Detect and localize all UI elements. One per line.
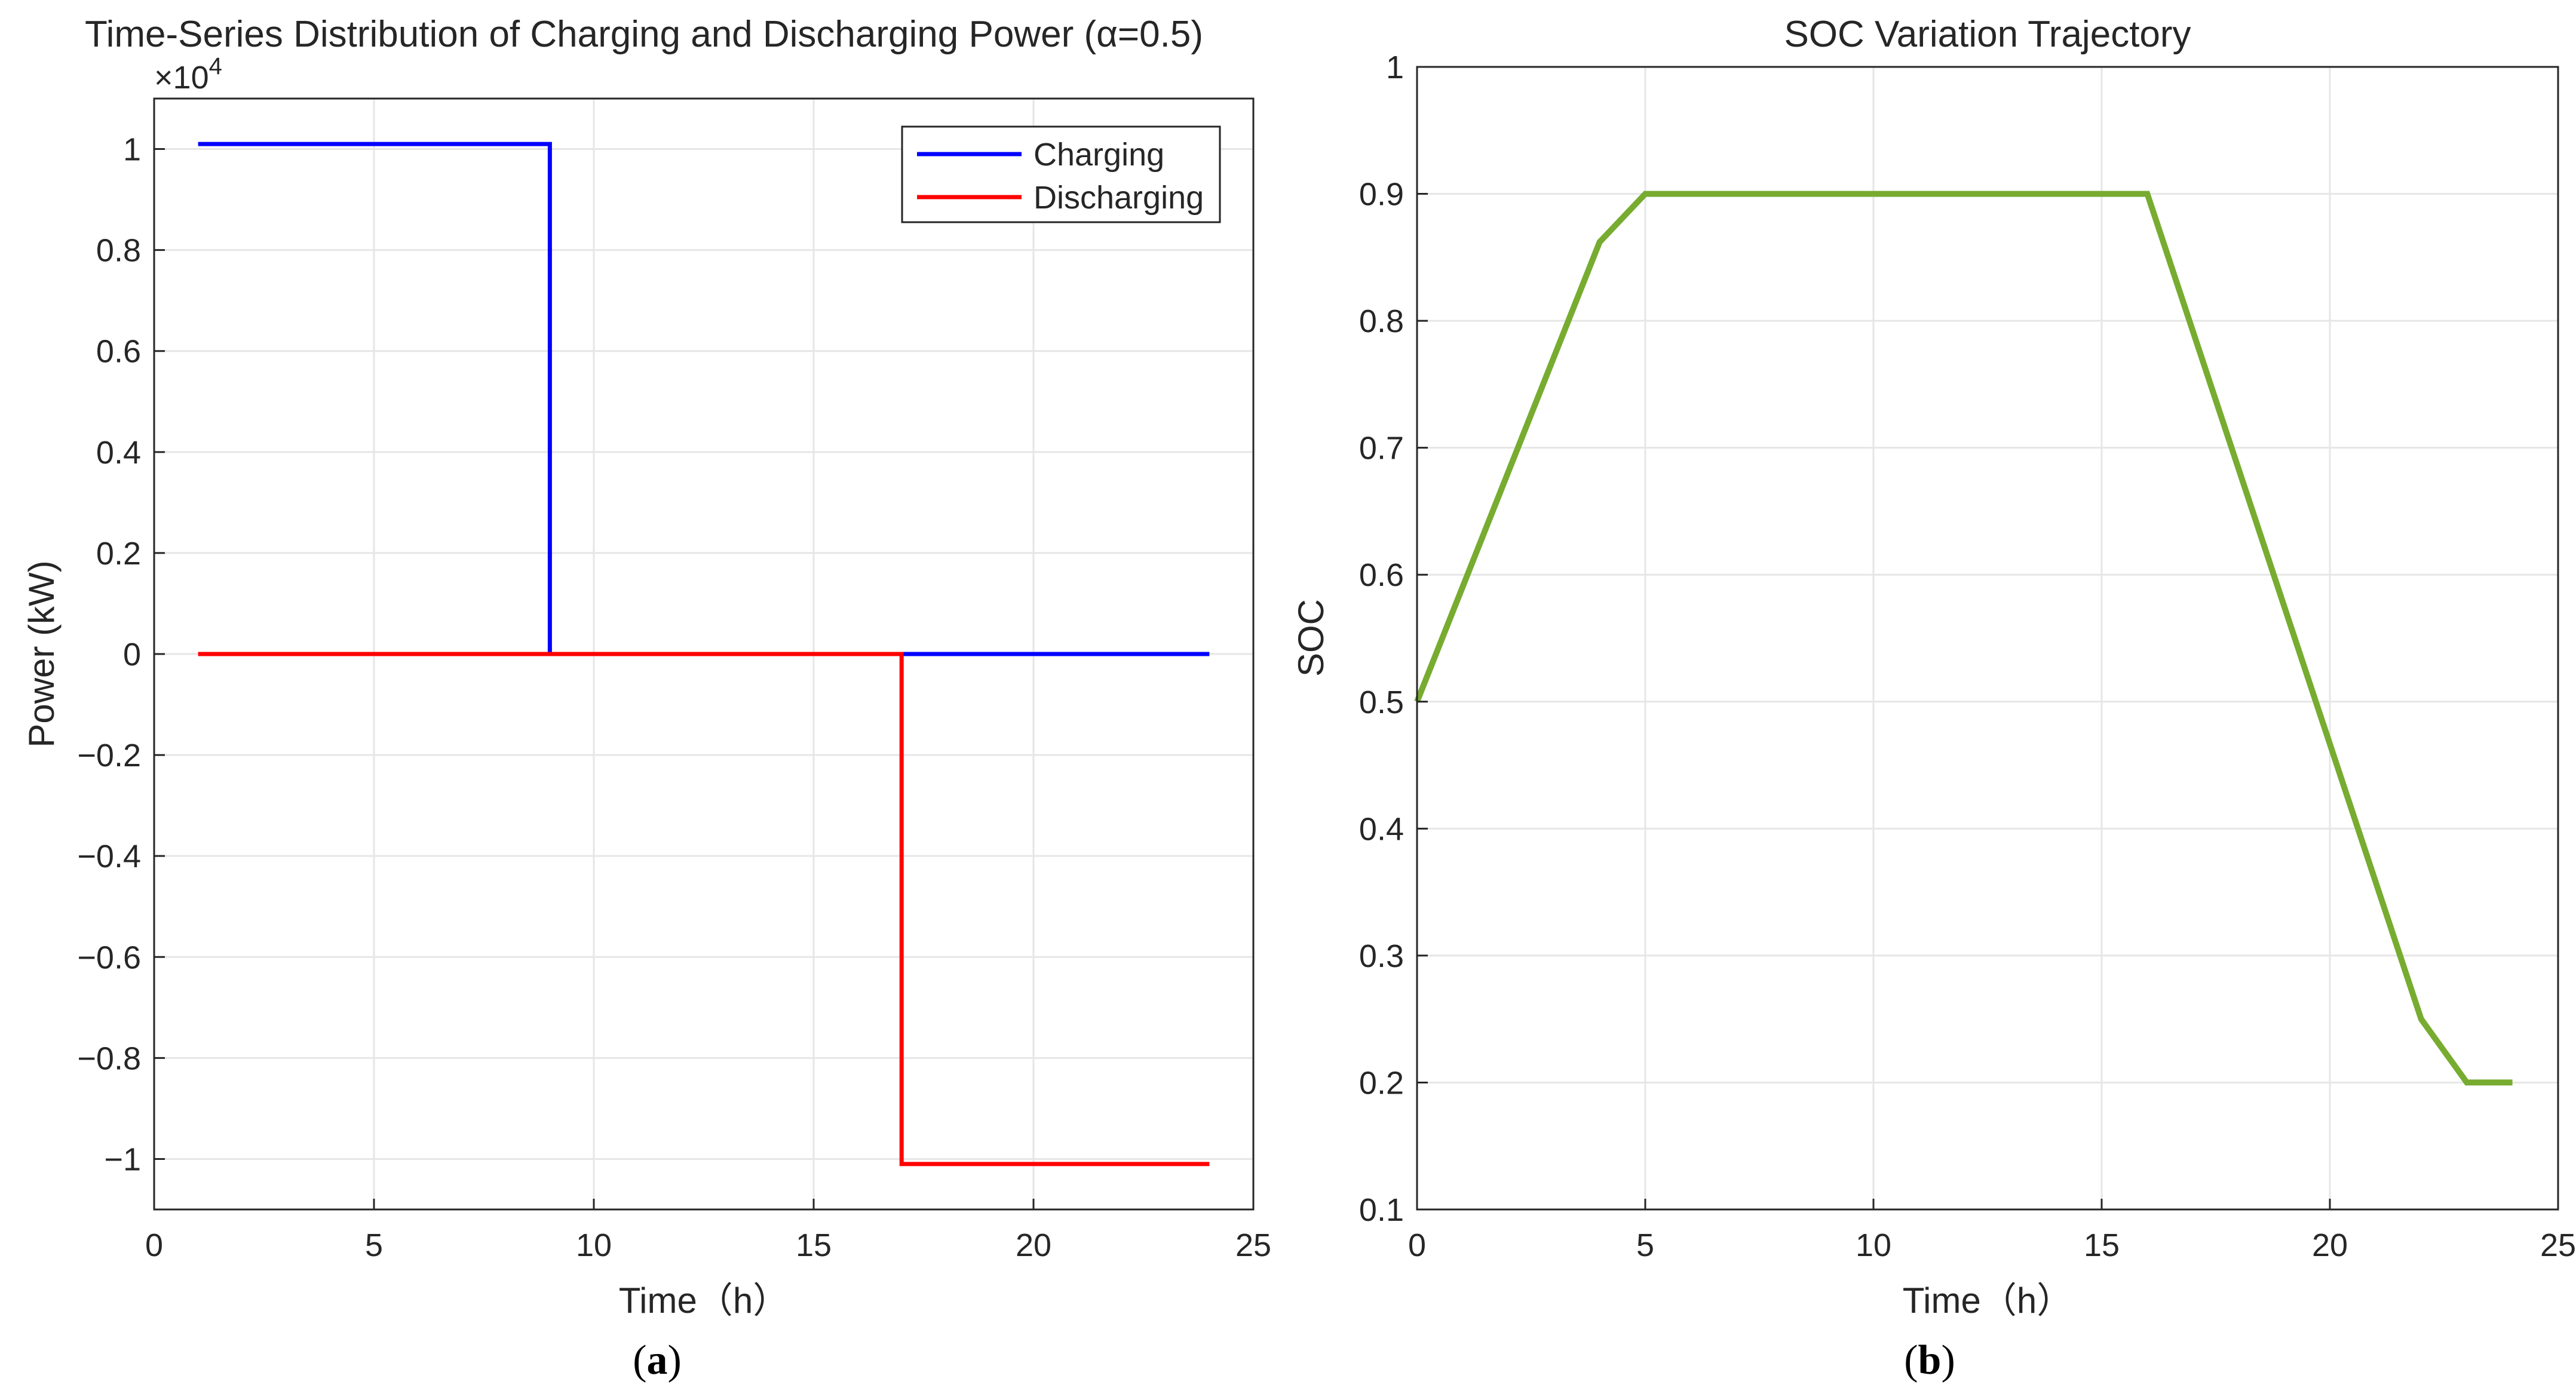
x-tick-label-b: 25 (2540, 1227, 2576, 1263)
y-tick-label-a: −0.6 (77, 940, 141, 975)
y-tick-label-a: −0.8 (77, 1040, 141, 1076)
caption-a-letter: a (647, 1337, 668, 1383)
ticks-a (153, 148, 1255, 1209)
y-tick-label-b: 0.9 (1359, 177, 1404, 213)
series-line-discharging (198, 652, 1210, 1166)
y-tick-labels-b: 0.1 0.2 0.3 0.4 0.5 0.6 0.7 0.8 0.9 1 (1359, 50, 1404, 1228)
x-tick-label-a: 10 (576, 1227, 612, 1263)
plot-area-b (1417, 67, 2558, 1209)
x-tick-label-a: 20 (1016, 1227, 1051, 1263)
y-tick-label-b: 0.7 (1359, 431, 1404, 466)
y-axis-label-a: Power (kW) (22, 560, 62, 747)
y-tick-label-a: 1 (123, 132, 141, 168)
legend: Charging Discharging (901, 125, 1221, 223)
grid-a (153, 99, 1255, 1209)
ticks-b (1416, 66, 2559, 1211)
x-tick-label-b: 10 (1856, 1227, 1891, 1263)
y-tick-label-a: 0 (123, 637, 141, 673)
y-tick-label-a: 0.2 (96, 536, 141, 572)
y-tick-label-b: 0.6 (1359, 557, 1404, 593)
y-exponent-a: ×104 (154, 53, 222, 96)
y-tick-label-b: 0.4 (1359, 811, 1404, 847)
y-tick-label-a: −0.2 (77, 738, 141, 773)
y-tick-label-b: 0.1 (1359, 1192, 1404, 1228)
y-tick-label-b: 1 (1386, 50, 1404, 85)
series-line-soc (1414, 191, 2513, 1086)
x-tick-labels-a: 0 5 10 15 20 25 (145, 1227, 1271, 1263)
x-tick-labels-b: 0 5 10 15 20 25 (1408, 1227, 2576, 1263)
panel-a: 0 5 10 15 20 25 −1 −0.8 −0.6 −0.4 −0.2 0 0.2 0.4 0.6 0… (22, 14, 1271, 1383)
y-tick-label-b: 0.5 (1359, 684, 1404, 720)
y-tick-label-b: 0.3 (1359, 938, 1404, 974)
y-exponent-power: 4 (209, 53, 222, 79)
legend-label-charging: Charging (1034, 137, 1164, 173)
caption-a: (a) (633, 1337, 682, 1383)
x-tick-label-b: 20 (2312, 1227, 2348, 1263)
y-tick-label-a: 0.8 (96, 233, 141, 269)
x-tick-label-b: 15 (2084, 1227, 2120, 1263)
x-tick-label-b: 5 (1636, 1227, 1654, 1263)
panel-b: 0 5 10 15 20 25 0.10.20.30.40.50.60.70.80.91 … (1291, 14, 2576, 1383)
x-tick-label-a: 5 (365, 1227, 383, 1263)
y-tick-labels-a: −1 −0.8 −0.6 −0.4 −0.2 0 0.2 0.4 0.6 0.8 1 (77, 132, 141, 1178)
y-tick-label-b: 0.8 (1359, 303, 1404, 339)
y-tick-label-a: −0.4 (77, 839, 141, 874)
axes-frame-b (1416, 66, 2559, 1211)
y-tick-label-a: 0.6 (96, 334, 141, 370)
series-a (198, 142, 1210, 1166)
chart-title-b: SOC Variation Trajectory (1784, 14, 2191, 55)
y-tick-label-a: −1 (104, 1141, 141, 1177)
y-tick-label-b: 0.2 (1359, 1065, 1404, 1101)
chart-title-a: Time-Series Distribution of Charging and… (85, 14, 1203, 55)
legend-box (901, 125, 1221, 223)
x-axis-label-a: Time（h） (619, 1281, 789, 1321)
x-tick-label-a: 15 (796, 1227, 832, 1263)
y-exponent-base: ×10 (154, 60, 209, 96)
x-axis-label-b: Time（h） (1903, 1281, 2072, 1321)
legend-label-discharging: Discharging (1034, 180, 1204, 216)
y-axis-label-b: SOC (1291, 599, 1331, 677)
x-tick-label-b: 0 (1408, 1227, 1426, 1263)
x-tick-label-a: 0 (145, 1227, 163, 1263)
y-tick-label-a: 0.4 (96, 435, 141, 471)
caption-b-letter: b (1918, 1337, 1942, 1383)
x-tick-label-a: 25 (1235, 1227, 1271, 1263)
series-b (1414, 191, 2513, 1086)
caption-b: (b) (1904, 1337, 1955, 1383)
